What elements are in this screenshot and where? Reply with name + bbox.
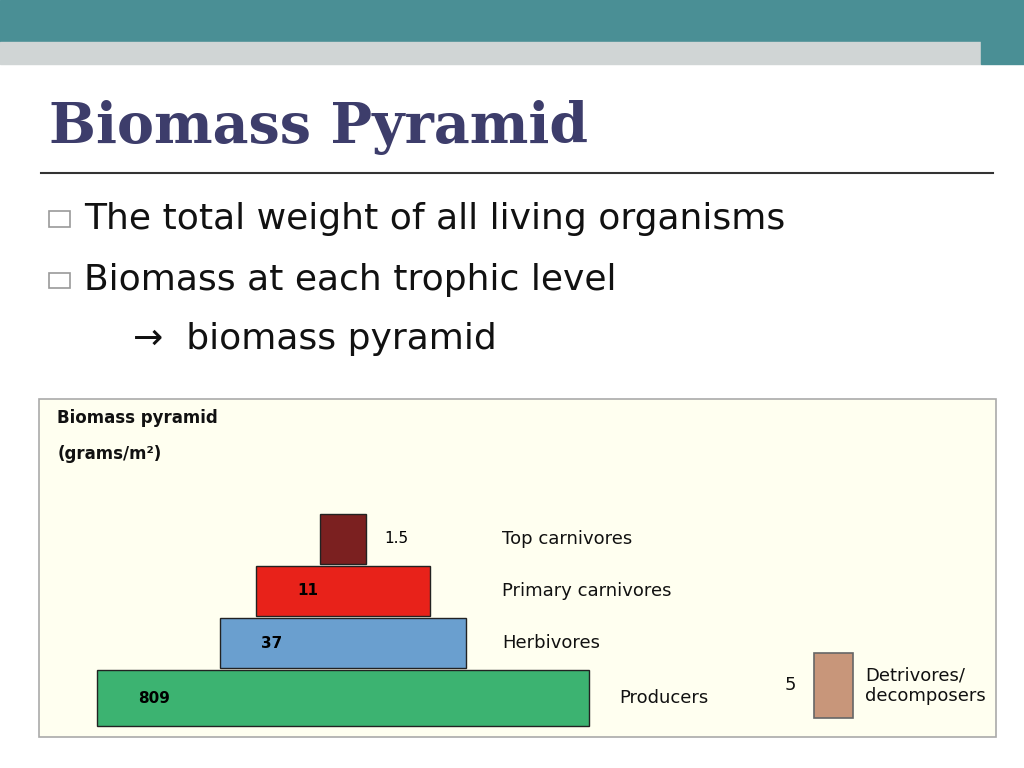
Text: Biomass at each trophic level: Biomass at each trophic level [84, 263, 616, 297]
Text: Biomass Pyramid: Biomass Pyramid [49, 100, 588, 155]
Text: 1.5: 1.5 [385, 531, 409, 546]
Bar [319, 514, 367, 564]
Bar [49, 211, 70, 227]
Text: Biomass pyramid: Biomass pyramid [57, 409, 218, 426]
Bar [97, 670, 589, 726]
Text: 11: 11 [297, 584, 318, 598]
Bar [0, 0, 981, 42]
Text: Producers: Producers [620, 689, 709, 707]
Bar [981, 0, 1024, 64]
Text: Primary carnivores: Primary carnivores [502, 582, 672, 600]
Bar [220, 618, 466, 668]
Bar [814, 653, 853, 718]
Text: 5: 5 [784, 677, 796, 694]
Text: Detrivores/
decomposers: Detrivores/ decomposers [865, 666, 986, 705]
Text: 809: 809 [138, 690, 170, 706]
Bar [49, 273, 70, 288]
Text: 37: 37 [261, 636, 283, 650]
Bar [0, 42, 981, 64]
Text: →  biomass pyramid: → biomass pyramid [133, 323, 497, 356]
Text: Herbivores: Herbivores [502, 634, 600, 652]
Text: Top carnivores: Top carnivores [502, 530, 632, 548]
Bar [256, 566, 430, 616]
Text: (grams/m²): (grams/m²) [57, 445, 162, 463]
Text: The total weight of all living organisms: The total weight of all living organisms [84, 202, 785, 236]
Bar [39, 399, 996, 737]
